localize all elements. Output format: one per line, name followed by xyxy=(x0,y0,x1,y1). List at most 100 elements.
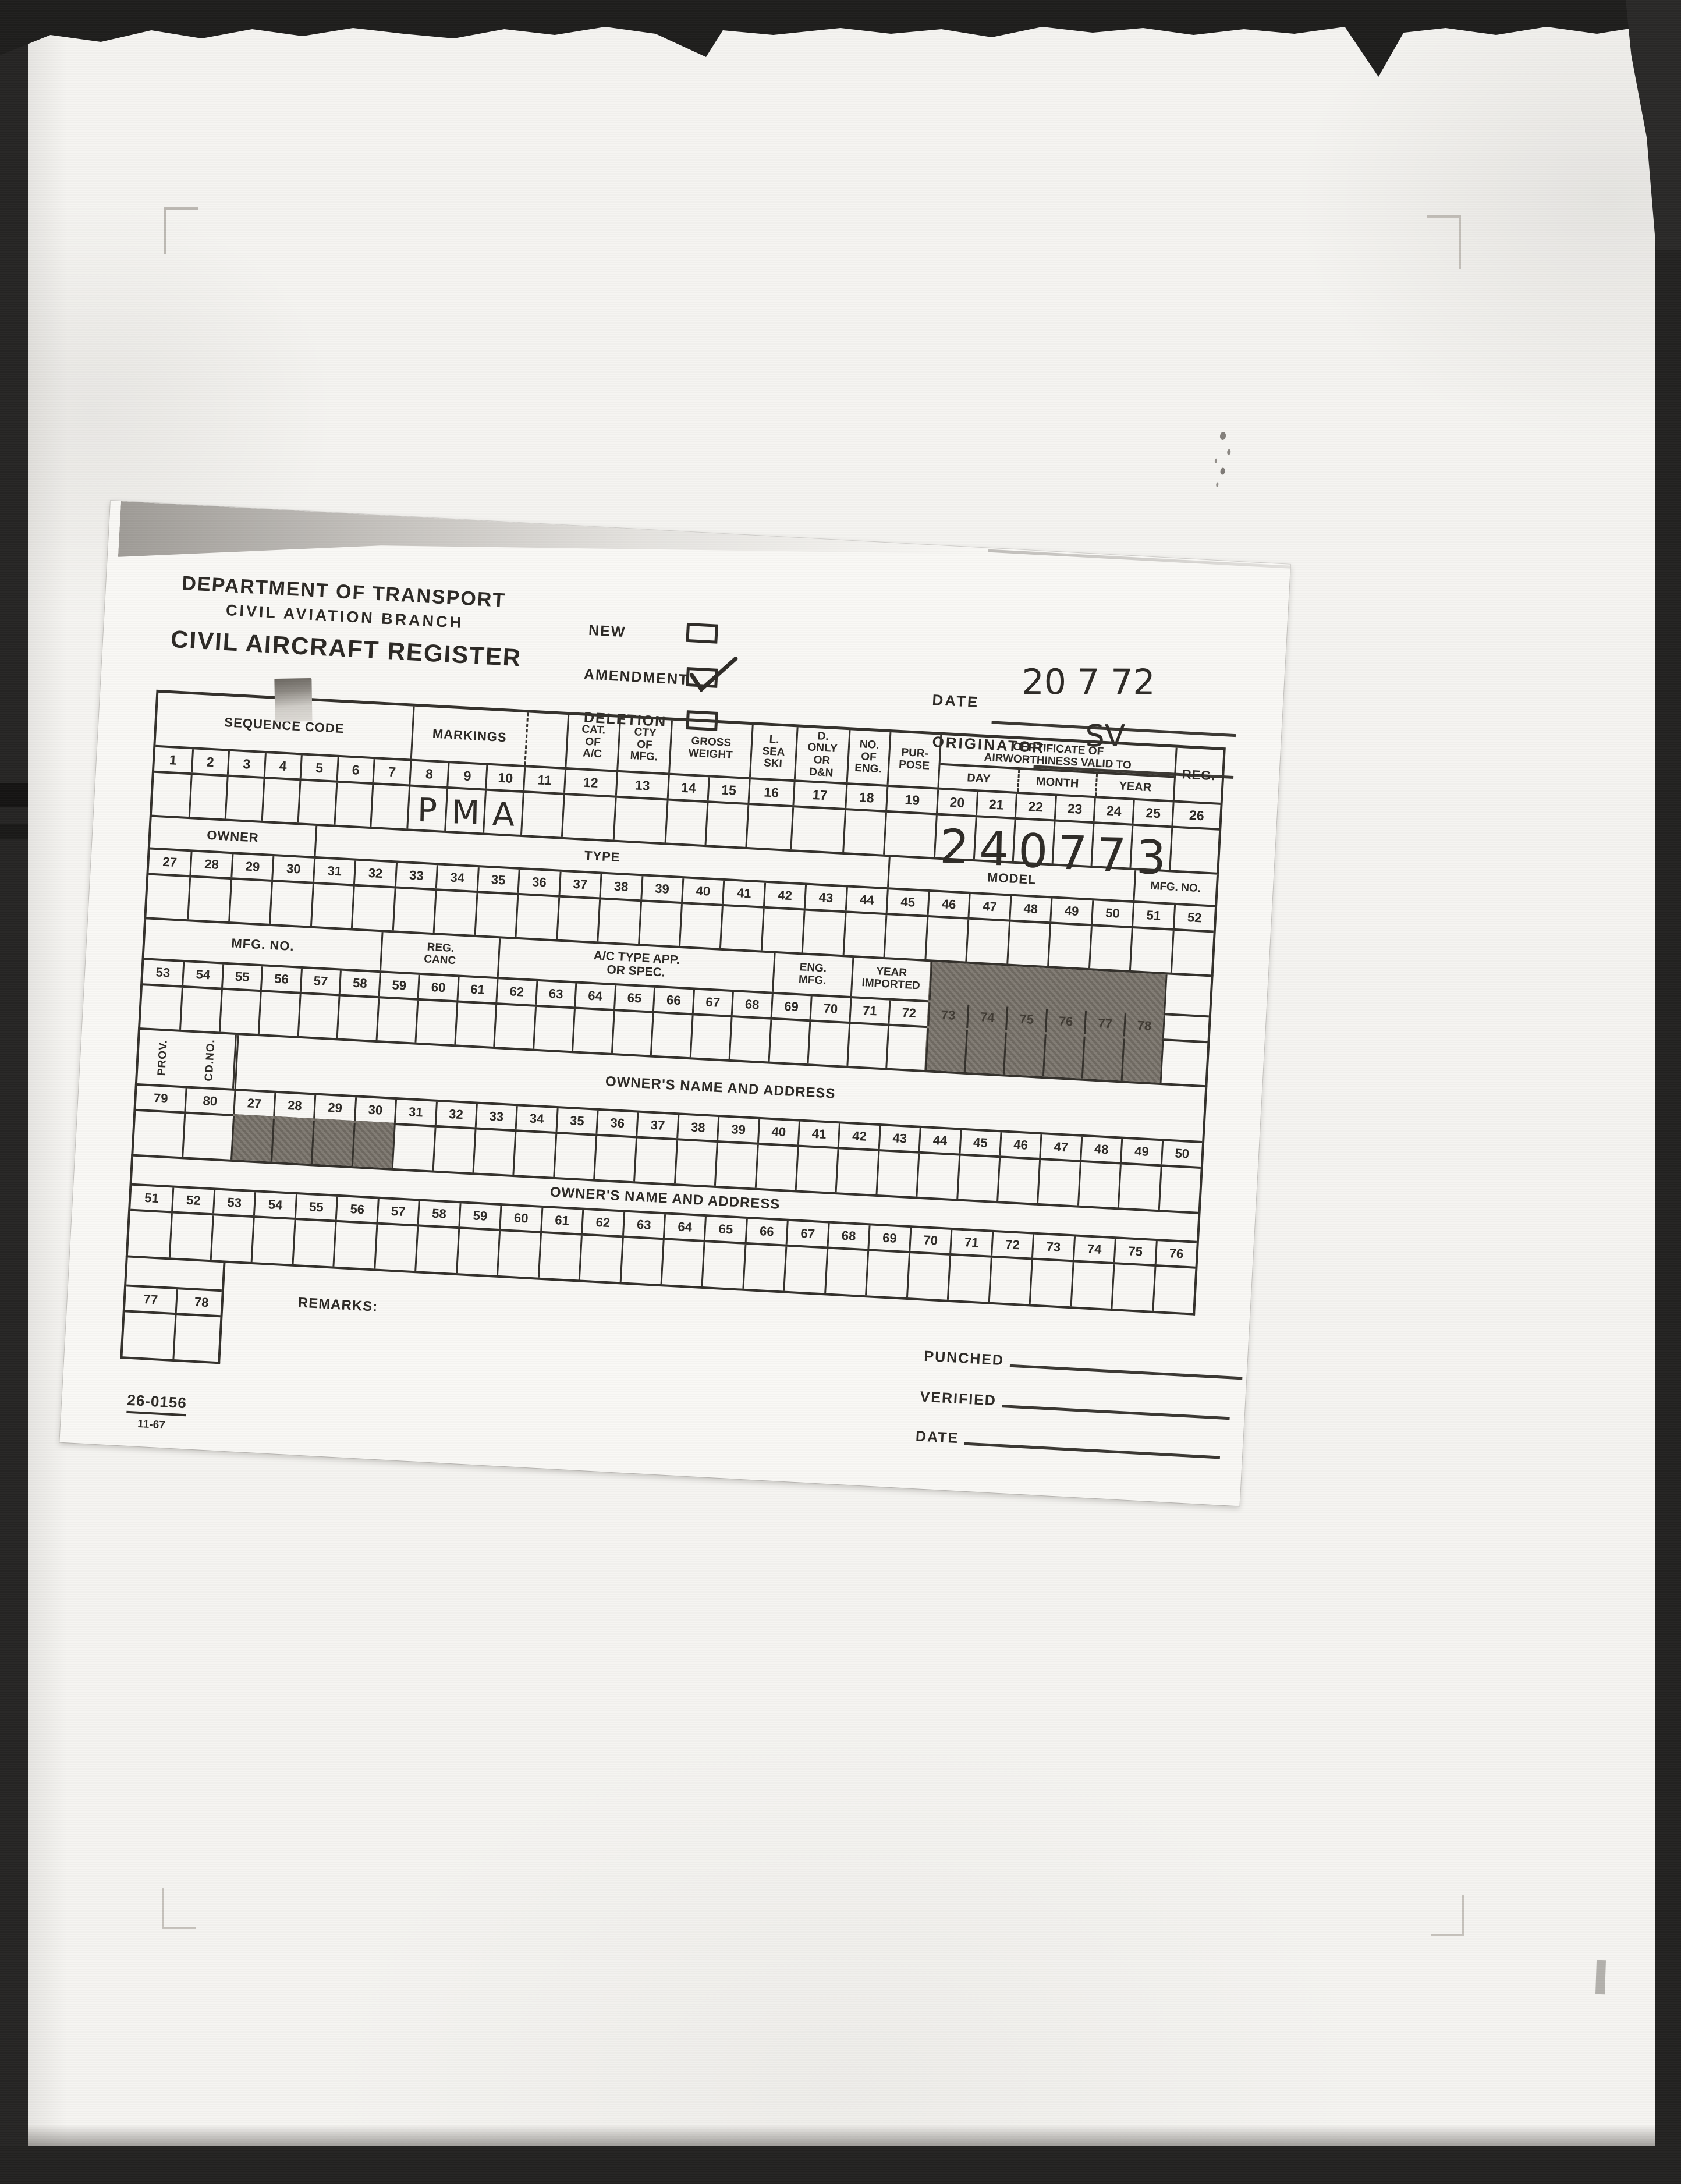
entry-cell xyxy=(375,998,417,1043)
handwritten-entry: 4 xyxy=(978,821,1009,877)
column-number-cell: 76 xyxy=(1044,1009,1086,1034)
checkbox-label-new: NEW xyxy=(588,622,627,641)
column-number-cell: 66 xyxy=(744,1218,788,1245)
column-number-cell: 28 xyxy=(273,1093,315,1119)
header-day: DAY xyxy=(966,771,991,785)
entry-cell xyxy=(633,1138,676,1184)
column-number-cell: 55 xyxy=(221,964,262,990)
entry-cell xyxy=(611,1011,652,1055)
band6-number-row: 77 78 xyxy=(125,1284,226,1316)
header-month: MONTH xyxy=(1017,770,1097,796)
handwritten-entry: 7 xyxy=(1057,826,1088,881)
column-number-cell: 22 xyxy=(1014,793,1055,820)
entry-cell xyxy=(512,1132,555,1177)
entry-cell xyxy=(228,880,272,924)
column-number-cell: 72 xyxy=(990,1232,1033,1258)
entry-cell xyxy=(842,913,886,957)
column-number-cell: 74 xyxy=(1072,1236,1115,1263)
header-trailing-blank xyxy=(1164,974,1211,1016)
entry-cell xyxy=(146,875,189,919)
column-number-cell: 75 xyxy=(1113,1239,1156,1264)
checkbox-row-amendment: AMENDMENT xyxy=(583,666,689,689)
ink-smudge xyxy=(1219,431,1226,441)
entry-cell xyxy=(754,1144,797,1190)
entry-cell xyxy=(1003,1032,1045,1077)
entry-cell xyxy=(1118,1164,1161,1210)
column-number-cell: 43 xyxy=(804,885,846,911)
entry-cell xyxy=(172,1315,225,1362)
entry-cell xyxy=(552,1133,596,1179)
entry-cell xyxy=(351,886,395,931)
entry-cell xyxy=(742,1244,786,1291)
entry-cell xyxy=(351,1123,394,1168)
header-year-imported: YEAR IMPORTED xyxy=(850,958,931,1001)
column-number-cell: 49 xyxy=(1120,1139,1162,1165)
entry-cell xyxy=(270,1118,314,1164)
entry-cell xyxy=(956,1155,999,1201)
column-number-cell: 52 xyxy=(171,1187,214,1214)
column-number-cell: 63 xyxy=(535,981,576,1007)
entry-cell xyxy=(689,1015,731,1059)
column-number-cell: 61 xyxy=(540,1207,583,1233)
entry-cell xyxy=(1042,1034,1084,1079)
column-number-cell: 3 xyxy=(226,751,265,777)
column-number-cell: 37 xyxy=(558,871,601,898)
column-number-cell: 76 xyxy=(1154,1240,1197,1267)
entry-cell xyxy=(374,1224,417,1271)
column-number-cell: 44 xyxy=(918,1128,960,1154)
entry-cell: 3 xyxy=(1129,825,1172,885)
crop-mark-top-right-icon xyxy=(1427,215,1461,269)
entry-cell xyxy=(1129,928,1173,973)
column-number-cell: 19 xyxy=(885,786,938,813)
entry-cell xyxy=(297,781,336,825)
checkbox-row-new: NEW xyxy=(588,622,626,641)
date-label: DATE xyxy=(931,690,980,711)
column-number-cell: 65 xyxy=(613,985,654,1011)
remarks-label: REMARKS: xyxy=(297,1295,378,1315)
entry-cell xyxy=(719,906,763,951)
entry-cell xyxy=(728,1017,771,1062)
scanner-bottom-fade xyxy=(0,2125,1681,2148)
entry-cell xyxy=(637,902,681,946)
entry-cell xyxy=(783,1246,827,1293)
crop-mark-top-left-icon xyxy=(164,207,198,254)
column-number-cell: 74 xyxy=(966,1004,1007,1030)
entry-cell xyxy=(561,795,615,840)
entry-cell xyxy=(133,1111,184,1157)
column-number-cell: 9 xyxy=(446,763,487,789)
entry-cell xyxy=(714,1142,757,1188)
entry-cell xyxy=(187,877,231,921)
header-gross-weight: GROSS WEIGHT xyxy=(668,720,752,777)
column-number-cell: 53 xyxy=(155,965,171,980)
entry-cell xyxy=(292,1219,335,1267)
column-number-cell: 31 xyxy=(312,858,355,884)
column-number-cell: 63 xyxy=(622,1212,665,1238)
column-number-cell: 45 xyxy=(959,1130,1001,1156)
form-number: 26-0156 xyxy=(126,1391,187,1417)
entry-cell xyxy=(1088,926,1132,970)
column-number-cell: 62 xyxy=(581,1210,623,1236)
column-number-cell: 51 xyxy=(1132,902,1174,928)
entry-cell xyxy=(188,775,227,819)
header-cty-of-mfg: CTY OF MFG. xyxy=(616,717,671,773)
column-number-cell: 48 xyxy=(1009,896,1051,922)
entry-cell xyxy=(140,985,182,1030)
header-reg: REG. xyxy=(1172,747,1223,803)
form-number-block: 26-0156 11-67 xyxy=(126,1391,187,1433)
column-number-cell: 28 xyxy=(189,852,232,878)
column-number-cell: 46 xyxy=(927,891,969,917)
column-number-cell: 30 xyxy=(271,856,314,882)
header-col11-blank xyxy=(524,712,568,767)
header-year: YEAR xyxy=(1095,774,1174,800)
entry-cell: 0 xyxy=(1012,819,1054,878)
header-cd-no: CD.NO. xyxy=(186,1032,237,1089)
scanner-left-band-mark xyxy=(0,824,28,839)
entry-cell xyxy=(883,915,927,959)
column-number-cell: 77 xyxy=(143,1292,158,1307)
column-number-cell: 39 xyxy=(717,1116,758,1143)
column-number-cell: 67 xyxy=(785,1221,828,1247)
entry-cell xyxy=(182,1114,233,1160)
entry-cell xyxy=(311,1121,354,1167)
column-number-cell: 23 xyxy=(1054,796,1094,822)
column-number-cell: 60 xyxy=(417,974,458,1001)
